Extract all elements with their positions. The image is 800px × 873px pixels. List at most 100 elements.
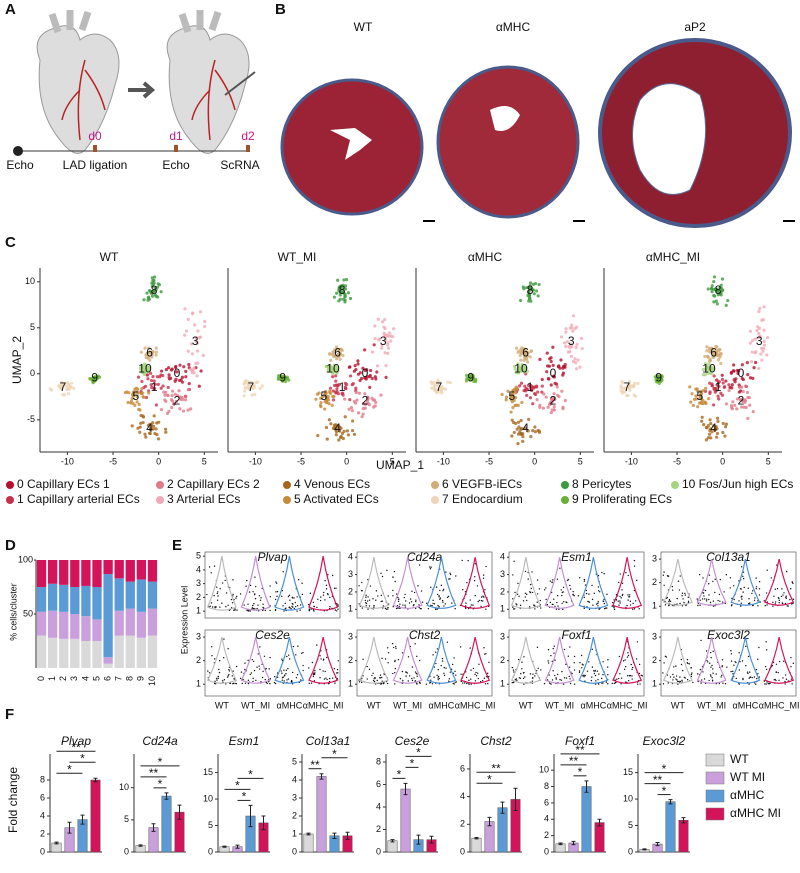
cell-dot xyxy=(338,435,343,440)
bar-segment xyxy=(114,610,124,636)
cell-dot xyxy=(717,397,721,401)
cell-dot xyxy=(404,606,407,608)
cell-dot xyxy=(235,682,238,685)
cell-dot xyxy=(216,592,218,595)
cell-dot xyxy=(687,596,689,598)
cell-dot xyxy=(742,575,744,578)
cell-dot xyxy=(692,681,694,684)
cell-dot xyxy=(311,661,314,664)
cell-dot xyxy=(591,598,594,601)
cell-dot xyxy=(715,383,719,387)
cell-dot xyxy=(668,599,671,602)
cell-dot xyxy=(468,683,470,685)
cell-dot xyxy=(519,418,523,423)
cell-dot xyxy=(559,335,564,339)
cell-dot xyxy=(417,585,419,587)
legend-label: 6 VEGFB-iECs xyxy=(442,477,522,491)
cell-dot xyxy=(154,403,158,407)
cell-dot xyxy=(147,297,152,301)
y-tick-label: 4 xyxy=(40,810,45,820)
y-tick-label: 5 xyxy=(628,820,633,830)
cell-dot xyxy=(281,658,283,660)
cell-dot xyxy=(154,350,158,354)
violin xyxy=(206,556,237,611)
cell-dot xyxy=(439,598,441,600)
cell-dot xyxy=(689,400,693,404)
cell-dot xyxy=(161,384,165,388)
cell-dot xyxy=(742,577,745,580)
cell-dot xyxy=(427,607,430,610)
cell-dot xyxy=(535,398,539,402)
sig-label: * xyxy=(416,746,421,760)
cell-dot xyxy=(372,672,374,675)
y-tick-label: 3 xyxy=(652,631,657,641)
cell-dot xyxy=(513,367,517,371)
legend-label: 5 Activated ECs xyxy=(294,492,379,506)
cell-dot xyxy=(769,682,771,685)
cell-dot xyxy=(703,400,707,404)
cell-dot xyxy=(430,679,432,681)
panel-title: αMHC_MI xyxy=(646,250,700,264)
cell-dot xyxy=(259,599,262,601)
y-tick-label: 2 xyxy=(544,830,549,840)
cell-dot xyxy=(662,599,664,601)
cell-dot xyxy=(708,357,712,362)
cell-dot xyxy=(48,387,52,391)
cell-dot xyxy=(708,346,712,350)
cell-dot xyxy=(141,395,145,399)
cell-dot xyxy=(393,570,396,573)
cell-dot xyxy=(92,375,97,380)
cell-dot xyxy=(436,593,439,596)
cell-dot xyxy=(517,425,521,429)
bar-segment xyxy=(70,638,80,668)
cell-dot xyxy=(675,678,677,680)
sig-label: * xyxy=(67,762,72,776)
cell-dot xyxy=(588,601,591,603)
cluster-label: 1 xyxy=(151,380,158,394)
cell-dot xyxy=(433,603,436,605)
y-tick-label: 5 xyxy=(124,814,129,824)
cell-dot xyxy=(526,429,530,433)
cluster-label: 6 xyxy=(522,346,529,360)
cluster-label: 5 xyxy=(509,389,516,403)
cell-dot xyxy=(711,664,713,667)
cell-dot xyxy=(681,592,684,594)
cell-dot xyxy=(765,683,767,685)
cell-dot xyxy=(690,392,694,396)
cell-dot xyxy=(223,638,225,640)
cell-dot xyxy=(365,596,367,598)
cell-dot xyxy=(776,587,779,590)
cell-dot xyxy=(284,674,286,676)
cell-dot xyxy=(708,594,710,596)
cell-dot xyxy=(697,673,699,675)
cell-dot xyxy=(299,604,302,606)
cell-dot xyxy=(597,574,600,577)
plot-frame xyxy=(508,629,645,697)
y-tick-label: 2 xyxy=(292,810,297,820)
cell-dot xyxy=(313,610,315,612)
cell-dot xyxy=(214,680,216,683)
bar-segment xyxy=(125,560,135,582)
cell-dot xyxy=(572,590,574,593)
cell-dot xyxy=(227,675,230,677)
cell-dot xyxy=(365,399,369,403)
cell-dot xyxy=(772,605,774,607)
cell-dot xyxy=(628,388,632,392)
cell-dot xyxy=(549,682,551,685)
cell-dot xyxy=(230,598,233,601)
cell-dot xyxy=(583,578,586,581)
cell-dot xyxy=(742,678,744,681)
cell-dot xyxy=(403,596,405,599)
coronary xyxy=(61,59,106,141)
cell-dot xyxy=(335,387,339,391)
bar-segment xyxy=(70,614,80,639)
y-tick-label: 2 xyxy=(196,655,201,665)
cell-dot xyxy=(511,666,514,669)
bar-segment xyxy=(47,637,58,668)
cell-dot xyxy=(363,348,367,352)
plot-frame xyxy=(356,629,493,697)
cell-dot xyxy=(154,346,158,350)
cell-dot xyxy=(172,402,176,406)
cell-dot xyxy=(151,350,155,354)
cell-dot xyxy=(239,677,242,680)
